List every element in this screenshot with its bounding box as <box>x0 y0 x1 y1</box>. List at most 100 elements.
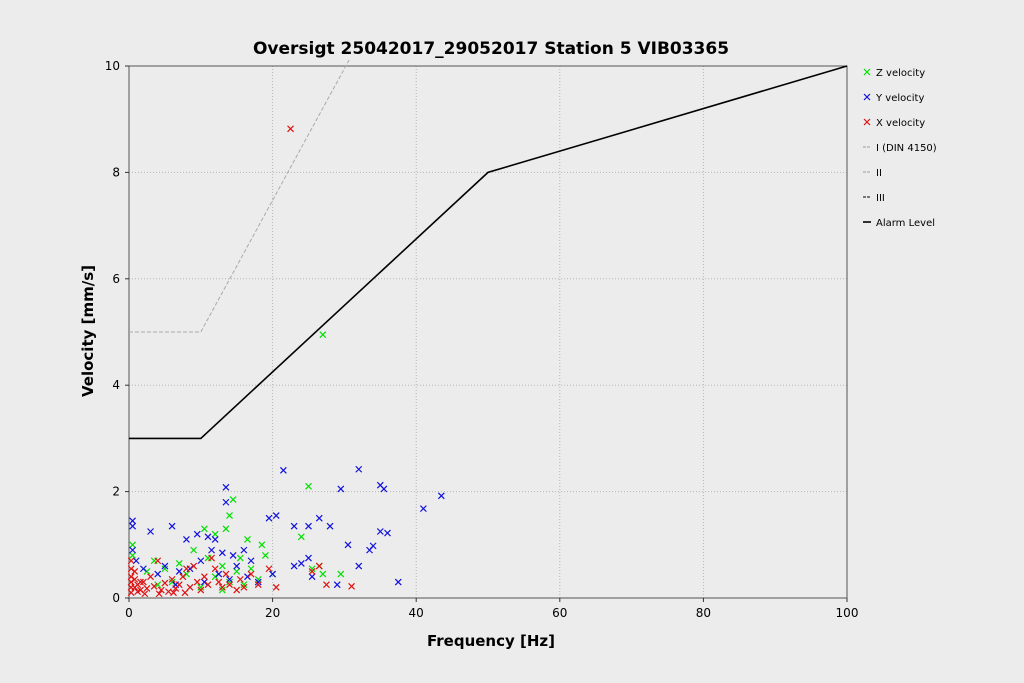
legend-item: Y velocity <box>863 93 924 104</box>
y-velocity-point <box>129 522 137 530</box>
x-velocity-point <box>175 581 183 589</box>
z-velocity-point <box>226 578 233 586</box>
z-velocity-point <box>129 541 137 549</box>
y-velocity-point <box>437 492 445 500</box>
y-tick-label: 2 <box>112 485 120 499</box>
y-velocity-point <box>305 522 312 530</box>
y-velocity-point <box>244 573 251 581</box>
x-velocity-point <box>147 573 154 581</box>
y-velocity-point <box>376 528 384 535</box>
y-velocity-point <box>215 570 223 578</box>
y-velocity-point <box>308 573 316 581</box>
legend-label: Y velocity <box>875 93 924 104</box>
x-velocity-point <box>154 557 162 565</box>
x-velocity-point <box>236 575 244 583</box>
y-axis-label: Velocity [mm/s] <box>79 265 97 397</box>
y-velocity-point <box>265 514 273 522</box>
y-velocity-point <box>229 552 237 559</box>
alarm-level-line <box>129 65 848 440</box>
y-velocity-point <box>384 529 391 537</box>
x-velocity-point <box>183 565 190 573</box>
z-velocity-point <box>183 570 190 578</box>
z-velocity-point <box>233 567 241 575</box>
legend-item: Z velocity <box>863 68 925 79</box>
y-velocity-point <box>154 570 162 578</box>
x-velocity-point <box>127 557 135 565</box>
z-velocity-point <box>261 552 269 559</box>
x-velocity-point <box>150 582 158 590</box>
y-velocity-point <box>247 557 255 565</box>
y-tick-label: 6 <box>112 272 120 286</box>
y-velocity-point <box>175 567 183 575</box>
x-tick-label: 0 <box>125 606 133 620</box>
x-velocity-point <box>131 567 139 575</box>
i-din-4150-line <box>129 60 350 333</box>
legend-item: X velocity <box>863 118 925 129</box>
y-velocity-point <box>139 565 147 573</box>
z-velocity-point <box>297 533 305 541</box>
y-velocity-point <box>222 498 230 506</box>
legend-label: II <box>876 168 882 179</box>
z-velocity-point <box>305 482 312 490</box>
y-velocity-point <box>254 578 262 586</box>
z-velocity-point <box>211 530 219 538</box>
z-velocity-point <box>190 546 198 554</box>
x-velocity-point <box>208 554 215 562</box>
axis-ticks: 0 20 40 60 80 100 0 2 4 6 8 10 <box>105 59 859 620</box>
legend-label: Alarm Level <box>876 218 935 229</box>
x-velocity-point <box>348 582 356 590</box>
z-velocity-point <box>337 570 345 578</box>
z-velocity-point <box>211 573 219 581</box>
y-velocity-point <box>315 514 323 522</box>
y-velocity-point <box>305 554 312 562</box>
z-velocity-point <box>161 565 169 573</box>
y-velocity-point <box>297 559 305 567</box>
x-velocity-point <box>143 584 151 592</box>
legend-item: II <box>863 168 882 179</box>
x-velocity-point <box>161 579 169 587</box>
z-velocity-point <box>218 586 226 594</box>
y-tick-label: 0 <box>112 591 120 605</box>
y-velocity-point <box>218 549 226 557</box>
z-velocity-point <box>218 562 226 570</box>
legend-marker <box>863 118 871 126</box>
x-tick-label: 60 <box>552 606 567 620</box>
x-velocity-point <box>186 583 194 591</box>
legend-item: III <box>863 193 885 204</box>
x-tick-label: 40 <box>409 606 424 620</box>
z-velocity-point <box>154 581 162 589</box>
y-velocity-point <box>380 485 388 493</box>
x-velocity-point <box>240 583 248 591</box>
y-velocity-point <box>161 562 169 570</box>
legend-marker <box>863 93 871 101</box>
y-velocity-point <box>200 578 208 586</box>
y-velocity-point <box>333 581 341 589</box>
y-velocity-point <box>222 483 230 491</box>
y-velocity-point <box>193 530 201 538</box>
x-tick-label: 80 <box>696 606 711 620</box>
reference-lines <box>129 60 848 440</box>
x-velocity-point <box>265 565 273 573</box>
grid <box>129 66 847 598</box>
x-axis-label: Frequency [Hz] <box>427 632 555 650</box>
legend-label: Z velocity <box>876 68 925 79</box>
y-velocity-point <box>279 466 287 474</box>
x-velocity-point <box>272 583 280 591</box>
y-tick-label: 8 <box>112 165 120 179</box>
x-velocity-point <box>315 562 323 570</box>
x-tick-label: 100 <box>836 606 859 620</box>
legend-item: Alarm Level <box>863 218 935 229</box>
legend-item: I (DIN 4150) <box>863 143 937 154</box>
x-velocity-point <box>254 581 262 589</box>
y-velocity-point <box>147 528 154 535</box>
z-velocity-point <box>129 552 137 559</box>
x-velocity-point <box>155 590 163 598</box>
x-velocity-point <box>193 578 201 586</box>
y-velocity-point <box>240 546 248 554</box>
z-velocity-point <box>319 570 327 578</box>
x-velocity-point <box>190 562 198 570</box>
y-velocity-point <box>233 562 241 570</box>
x-velocity-point <box>179 573 187 581</box>
y-velocity-point <box>337 485 345 493</box>
y-velocity-point <box>197 557 205 565</box>
